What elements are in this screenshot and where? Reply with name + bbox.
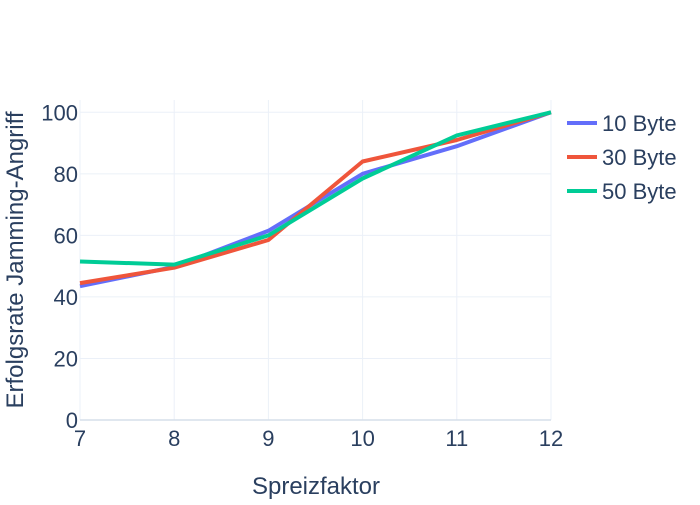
x-tick-label: 12 <box>539 426 563 451</box>
series-line-2 <box>79 110 552 286</box>
y-tick-label: 40 <box>54 285 78 310</box>
series-lines <box>79 110 552 289</box>
legend-item[interactable]: 50 Byte <box>567 179 677 204</box>
x-tick-label: 10 <box>350 426 374 451</box>
y-tick-label: 60 <box>54 223 78 248</box>
x-tick-label: 7 <box>74 426 86 451</box>
y-tick-label: 20 <box>54 346 78 371</box>
x-tick-label: 9 <box>262 426 274 451</box>
legend-label: 50 Byte <box>602 179 677 204</box>
legend[interactable]: 10 Byte 30 Byte 50 Byte <box>567 111 677 204</box>
legend-label: 30 Byte <box>602 145 677 170</box>
y-axis-title: Erfolgsrate Jamming-Angriff <box>2 111 29 408</box>
y-tick-label: 80 <box>54 162 78 187</box>
grid <box>79 100 552 421</box>
y-tick-label: 0 <box>66 408 78 433</box>
y-axis-ticks: 0 20 40 60 80 100 <box>41 100 78 433</box>
x-tick-label: 11 <box>445 426 468 451</box>
legend-item[interactable]: 30 Byte <box>567 145 677 170</box>
x-tick-label: 8 <box>168 426 180 451</box>
legend-label: 10 Byte <box>602 111 677 136</box>
series-line-3 <box>79 110 552 267</box>
legend-item[interactable]: 10 Byte <box>567 111 677 136</box>
x-axis-title: Spreizfaktor <box>252 473 380 500</box>
y-tick-label: 100 <box>41 100 78 125</box>
x-axis-ticks: 7 8 9 10 11 12 <box>74 426 563 451</box>
